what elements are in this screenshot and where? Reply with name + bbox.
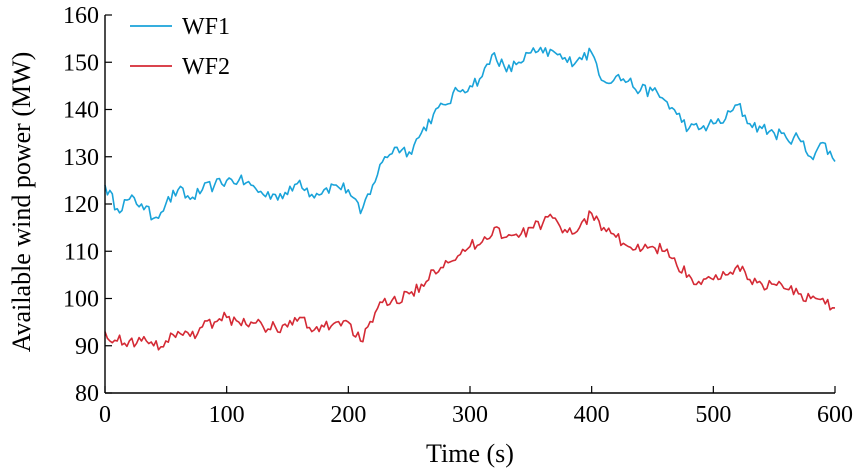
x-tick-label: 0 — [99, 402, 111, 428]
x-tick-label: 300 — [452, 402, 488, 428]
y-axis-label: Available wind power (MW) — [7, 52, 36, 353]
y-tick-label: 130 — [63, 145, 99, 171]
x-tick-label: 500 — [695, 402, 731, 428]
y-tick-label: 90 — [75, 334, 99, 360]
y-tick-label: 80 — [75, 381, 99, 407]
y-tick-label: 100 — [63, 287, 99, 313]
y-tick-label: 160 — [63, 3, 99, 29]
series-line-wf1 — [104, 46, 836, 221]
y-tick-label: 120 — [63, 192, 99, 218]
x-tick-label: 200 — [330, 402, 366, 428]
plot-area — [104, 46, 836, 351]
series-line-wf2 — [104, 210, 836, 351]
x-tick-label: 600 — [817, 402, 853, 428]
legend: WF1 WF2 — [130, 14, 230, 80]
x-axis-label: Time (s) — [426, 439, 514, 468]
y-tick-label: 110 — [64, 239, 99, 265]
x-axis-ticks: 0 100 200 300 400 500 600 — [99, 386, 853, 428]
legend-label-wf1: WF1 — [182, 14, 230, 40]
legend-label-wf2: WF2 — [182, 54, 230, 80]
x-tick-label: 400 — [574, 402, 610, 428]
x-tick-label: 100 — [209, 402, 245, 428]
y-tick-label: 140 — [63, 98, 99, 124]
y-tick-label: 150 — [63, 50, 99, 76]
y-axis-ticks: 80 90 100 110 120 130 140 150 160 — [63, 3, 112, 407]
